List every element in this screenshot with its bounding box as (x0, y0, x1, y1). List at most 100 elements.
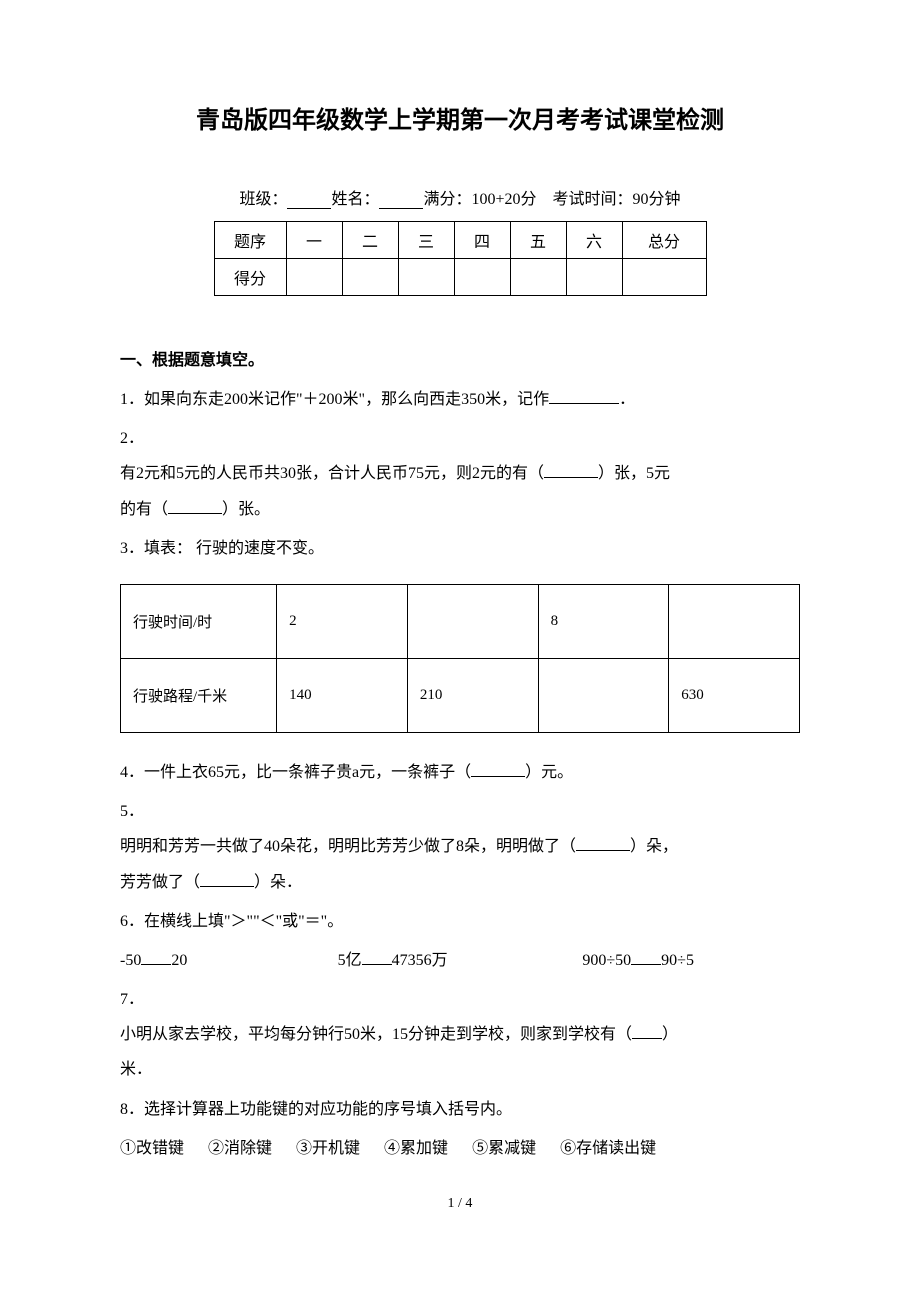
q4-text-a: 一件上衣65元，比一条裤子贵a元，一条裤子（ (144, 764, 471, 781)
q7-line1a: 小明从家去学校，平均每分钟行50米，15分钟走到学校，则家到学校有（ (120, 1026, 632, 1043)
class-blank (287, 191, 331, 209)
q8-key: ①改错键 (120, 1140, 184, 1157)
score-header-cell: 五 (510, 222, 566, 259)
score-header-cell: 总分 (622, 222, 706, 259)
q7-num: 7． (120, 982, 800, 1017)
q2-line1: 有2元和5元的人民币共30张，合计人民币75元，则2元的有（ (120, 465, 544, 482)
q6-comp2: 5亿 47356万 (338, 943, 583, 978)
q2-line1b: ）张，5元 (598, 465, 670, 482)
score-header-cell: 六 (566, 222, 622, 259)
q6-comparisons: -50 20 5亿 47356万 900÷50 90÷5 (120, 943, 800, 978)
score-value-cell: 得分 (214, 259, 286, 296)
q1-blank (549, 388, 619, 404)
score-table-header-row: 题序 一 二 三 四 五 六 总分 (214, 222, 706, 259)
score-header-cell: 二 (342, 222, 398, 259)
score-value-cell (566, 259, 622, 296)
q4-text-b: ）元。 (525, 764, 573, 781)
q7-blank (632, 1023, 662, 1039)
q6-blank1 (141, 949, 171, 965)
score-table-value-row: 得分 (214, 259, 706, 296)
q6-c3a: 900÷50 (582, 952, 631, 969)
q6-comp1: -50 20 (120, 943, 338, 978)
q6-num: 6． (120, 913, 144, 930)
q5-blank2 (200, 871, 254, 887)
name-blank (379, 191, 423, 209)
q2-num: 2． (120, 421, 800, 456)
q6-c3b: 90÷5 (661, 952, 694, 969)
q3-data-table: 行驶时间/时 2 8 行驶路程/千米 140 210 630 (120, 584, 800, 733)
question-6: 6．在横线上填"＞""＜"或"＝"。 (120, 904, 800, 939)
score-value-cell (454, 259, 510, 296)
q5-line1a: 明明和芳芳一共做了40朵花，明明比芳芳少做了8朵，明明做了（ (120, 838, 576, 855)
q8-key: ⑤累减键 (472, 1140, 536, 1157)
q4-blank (471, 761, 525, 777)
q8-text: 选择计算器上功能键的对应功能的序号填入括号内。 (144, 1101, 512, 1118)
question-2: 2． 有2元和5元的人民币共30张，合计人民币75元，则2元的有（ ）张，5元 的… (120, 421, 800, 527)
q3-text: 填表： 行驶的速度不变。 (144, 540, 324, 557)
q6-c1a: -50 (120, 952, 141, 969)
q6-c2a: 5亿 (338, 952, 362, 969)
table-cell (669, 584, 800, 658)
table-cell: 210 (407, 658, 538, 732)
score-header-cell: 三 (398, 222, 454, 259)
score-value-cell (286, 259, 342, 296)
section-heading: 一、根据题意填空。 (120, 346, 800, 370)
table-cell: 630 (669, 658, 800, 732)
page-number: 1 / 4 (120, 1196, 800, 1212)
score-table: 题序 一 二 三 四 五 六 总分 得分 (214, 221, 707, 296)
q5-line1b: ）朵， (630, 838, 678, 855)
score-header-cell: 一 (286, 222, 342, 259)
score-value-cell (622, 259, 706, 296)
question-4: 4．一件上衣65元，比一条裤子贵a元，一条裤子（）元。 (120, 755, 800, 790)
q2-blank1 (544, 462, 598, 478)
score-header-cell: 题序 (214, 222, 286, 259)
score-header-cell: 四 (454, 222, 510, 259)
question-7: 7． 小明从家去学校，平均每分钟行50米，15分钟走到学校，则家到学校有（ ） 米… (120, 982, 800, 1088)
q5-line2b: ）朵． (254, 874, 302, 891)
q6-comp3: 900÷50 90÷5 (582, 943, 800, 978)
q5-num: 5． (120, 794, 800, 829)
score-value-cell (510, 259, 566, 296)
q2-blank2 (168, 498, 222, 514)
document-title: 青岛版四年级数学上学期第一次月考考试课堂检测 (120, 100, 800, 135)
q2-line2: 的有（ (120, 501, 168, 518)
q8-key: ④累加键 (384, 1140, 448, 1157)
q8-num: 8． (120, 1101, 144, 1118)
q7-line1b: ） (662, 1026, 678, 1043)
q5-blank1 (576, 835, 630, 851)
time-label: 考试时间： (553, 191, 633, 208)
q5-line2a: 芳芳做了（ (120, 874, 200, 891)
q8-key: ③开机键 (296, 1140, 360, 1157)
name-label: 姓名： (331, 191, 379, 208)
time-value: 90分钟 (633, 191, 681, 208)
q6-c1b: 20 (171, 952, 187, 969)
table-cell (407, 584, 538, 658)
q8-keys: ①改错键②消除键③开机键④累加键⑤累减键⑥存储读出键 (120, 1131, 800, 1166)
q6-c2b: 47356万 (392, 952, 448, 969)
q1-text-a: 如果向东走200米记作"＋200米"，那么向西走350米，记作 (144, 391, 549, 408)
fullscore-value: 100+20分 (471, 191, 536, 208)
q3-num: 3． (120, 540, 144, 557)
table-cell: 行驶时间/时 (121, 584, 277, 658)
q1-num: 1． (120, 391, 144, 408)
table-cell: 140 (277, 658, 408, 732)
exam-info-line: 班级： 姓名： 满分：100+20分 考试时间：90分钟 (120, 185, 800, 209)
table-cell (538, 658, 669, 732)
q1-text-b: ． (619, 391, 635, 408)
question-5: 5． 明明和芳芳一共做了40朵花，明明比芳芳少做了8朵，明明做了（ ）朵， 芳芳做… (120, 794, 800, 900)
question-1: 1．如果向东走200米记作"＋200米"，那么向西走350米，记作 ． (120, 382, 800, 417)
question-3: 3．填表： 行驶的速度不变。 (120, 531, 800, 566)
table-cell: 行驶路程/千米 (121, 658, 277, 732)
table-cell: 2 (277, 584, 408, 658)
table-row: 行驶路程/千米 140 210 630 (121, 658, 800, 732)
q7-line2: 米． (120, 1052, 800, 1087)
q6-blank3 (631, 949, 661, 965)
question-8: 8．选择计算器上功能键的对应功能的序号填入括号内。 (120, 1092, 800, 1127)
class-label: 班级： (239, 191, 287, 208)
score-value-cell (398, 259, 454, 296)
q6-blank2 (362, 949, 392, 965)
fullscore-label: 满分： (423, 191, 471, 208)
score-value-cell (342, 259, 398, 296)
q6-text: 在横线上填"＞""＜"或"＝"。 (144, 913, 343, 930)
q8-key: ②消除键 (208, 1140, 272, 1157)
